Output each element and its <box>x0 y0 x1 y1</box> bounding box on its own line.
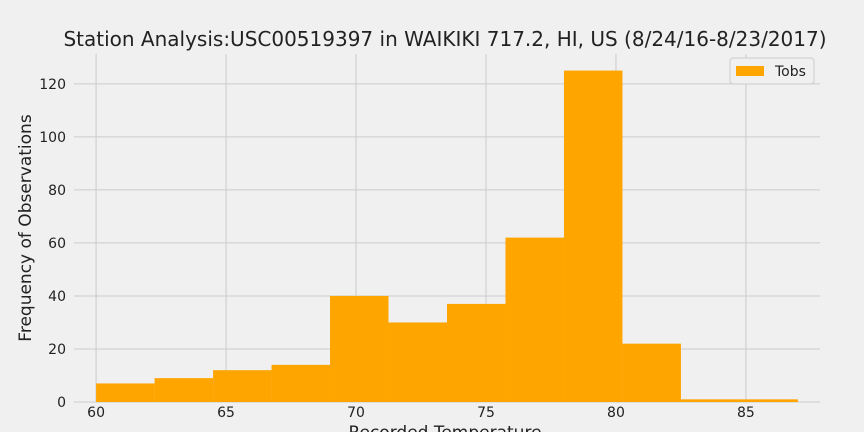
histogram-bar <box>505 237 564 402</box>
y-tick-label: 20 <box>48 342 66 358</box>
y-tick-label: 60 <box>48 236 66 252</box>
x-tick-label: 65 <box>217 405 235 421</box>
x-axis-title: Recorded Temperature <box>348 423 541 432</box>
histogram-bar <box>447 303 506 402</box>
x-tick-label: 60 <box>87 405 105 421</box>
legend-box <box>729 57 815 85</box>
y-tick-label: 0 <box>57 395 66 411</box>
histogram-bar <box>622 343 681 402</box>
legend: Tobs <box>729 57 815 85</box>
chart-title: Station Analysis:USC00519397 in WAIKIKI … <box>63 27 826 51</box>
legend-swatch <box>736 66 764 76</box>
histogram-bar <box>330 295 389 402</box>
histogram-bar <box>739 399 798 402</box>
x-tick-label: 70 <box>347 405 365 421</box>
x-tick-labels: 60 65 70 75 80 85 <box>87 405 755 421</box>
y-tick-labels: 0 20 40 60 80 100 120 <box>39 77 66 411</box>
y-tick-label: 40 <box>48 289 66 305</box>
histogram-bar <box>271 364 331 402</box>
histogram-bar <box>213 370 272 402</box>
histogram-bar <box>96 383 155 402</box>
x-tick-label: 85 <box>737 405 755 421</box>
histogram-bar <box>680 399 740 402</box>
histogram-bar <box>563 70 623 403</box>
y-tick-label: 120 <box>39 77 66 93</box>
histogram-bar <box>154 378 214 402</box>
histogram-bar <box>388 322 447 402</box>
x-tick-label: 75 <box>477 405 495 421</box>
legend-label: Tobs <box>774 64 806 80</box>
y-tick-label: 100 <box>39 130 66 146</box>
y-axis-title: Frequency of Observations <box>16 114 36 342</box>
y-tick-label: 80 <box>48 183 66 199</box>
x-tick-label: 80 <box>607 405 625 421</box>
bars <box>96 70 798 403</box>
